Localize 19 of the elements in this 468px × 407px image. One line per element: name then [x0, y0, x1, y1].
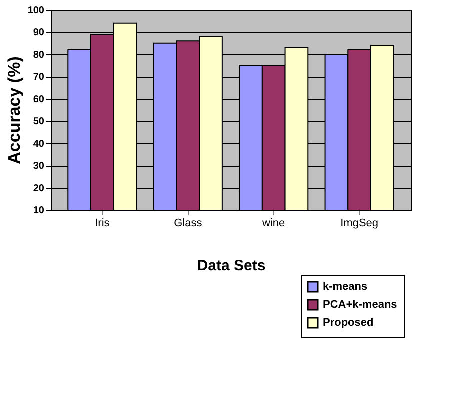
x-tick-label: wine [262, 218, 286, 230]
x-tick-label: Iris [95, 218, 110, 230]
y-tick-label: 30 [33, 161, 45, 172]
y-tick-label: 90 [33, 28, 45, 39]
legend-label: PCA+k-means [323, 299, 398, 311]
y-tick-label: 100 [28, 6, 45, 16]
y-tick-label: 10 [33, 206, 45, 216]
legend-label: Proposed [323, 317, 374, 329]
y-tick-label: 70 [33, 72, 45, 84]
legend-label: k-means [323, 281, 368, 293]
x-tick-label: Glass [174, 218, 203, 230]
x-axis-title: Data Sets [197, 258, 266, 274]
y-axis-title: Accuracy (%) [4, 56, 24, 164]
y-tick-label: 80 [33, 50, 45, 61]
y-tick-label: 60 [33, 94, 45, 106]
y-tick-label: 40 [33, 138, 45, 150]
x-tick-label: ImgSeg [340, 218, 379, 230]
y-tick-label: 20 [33, 183, 45, 194]
y-tick-label: 50 [33, 116, 45, 128]
